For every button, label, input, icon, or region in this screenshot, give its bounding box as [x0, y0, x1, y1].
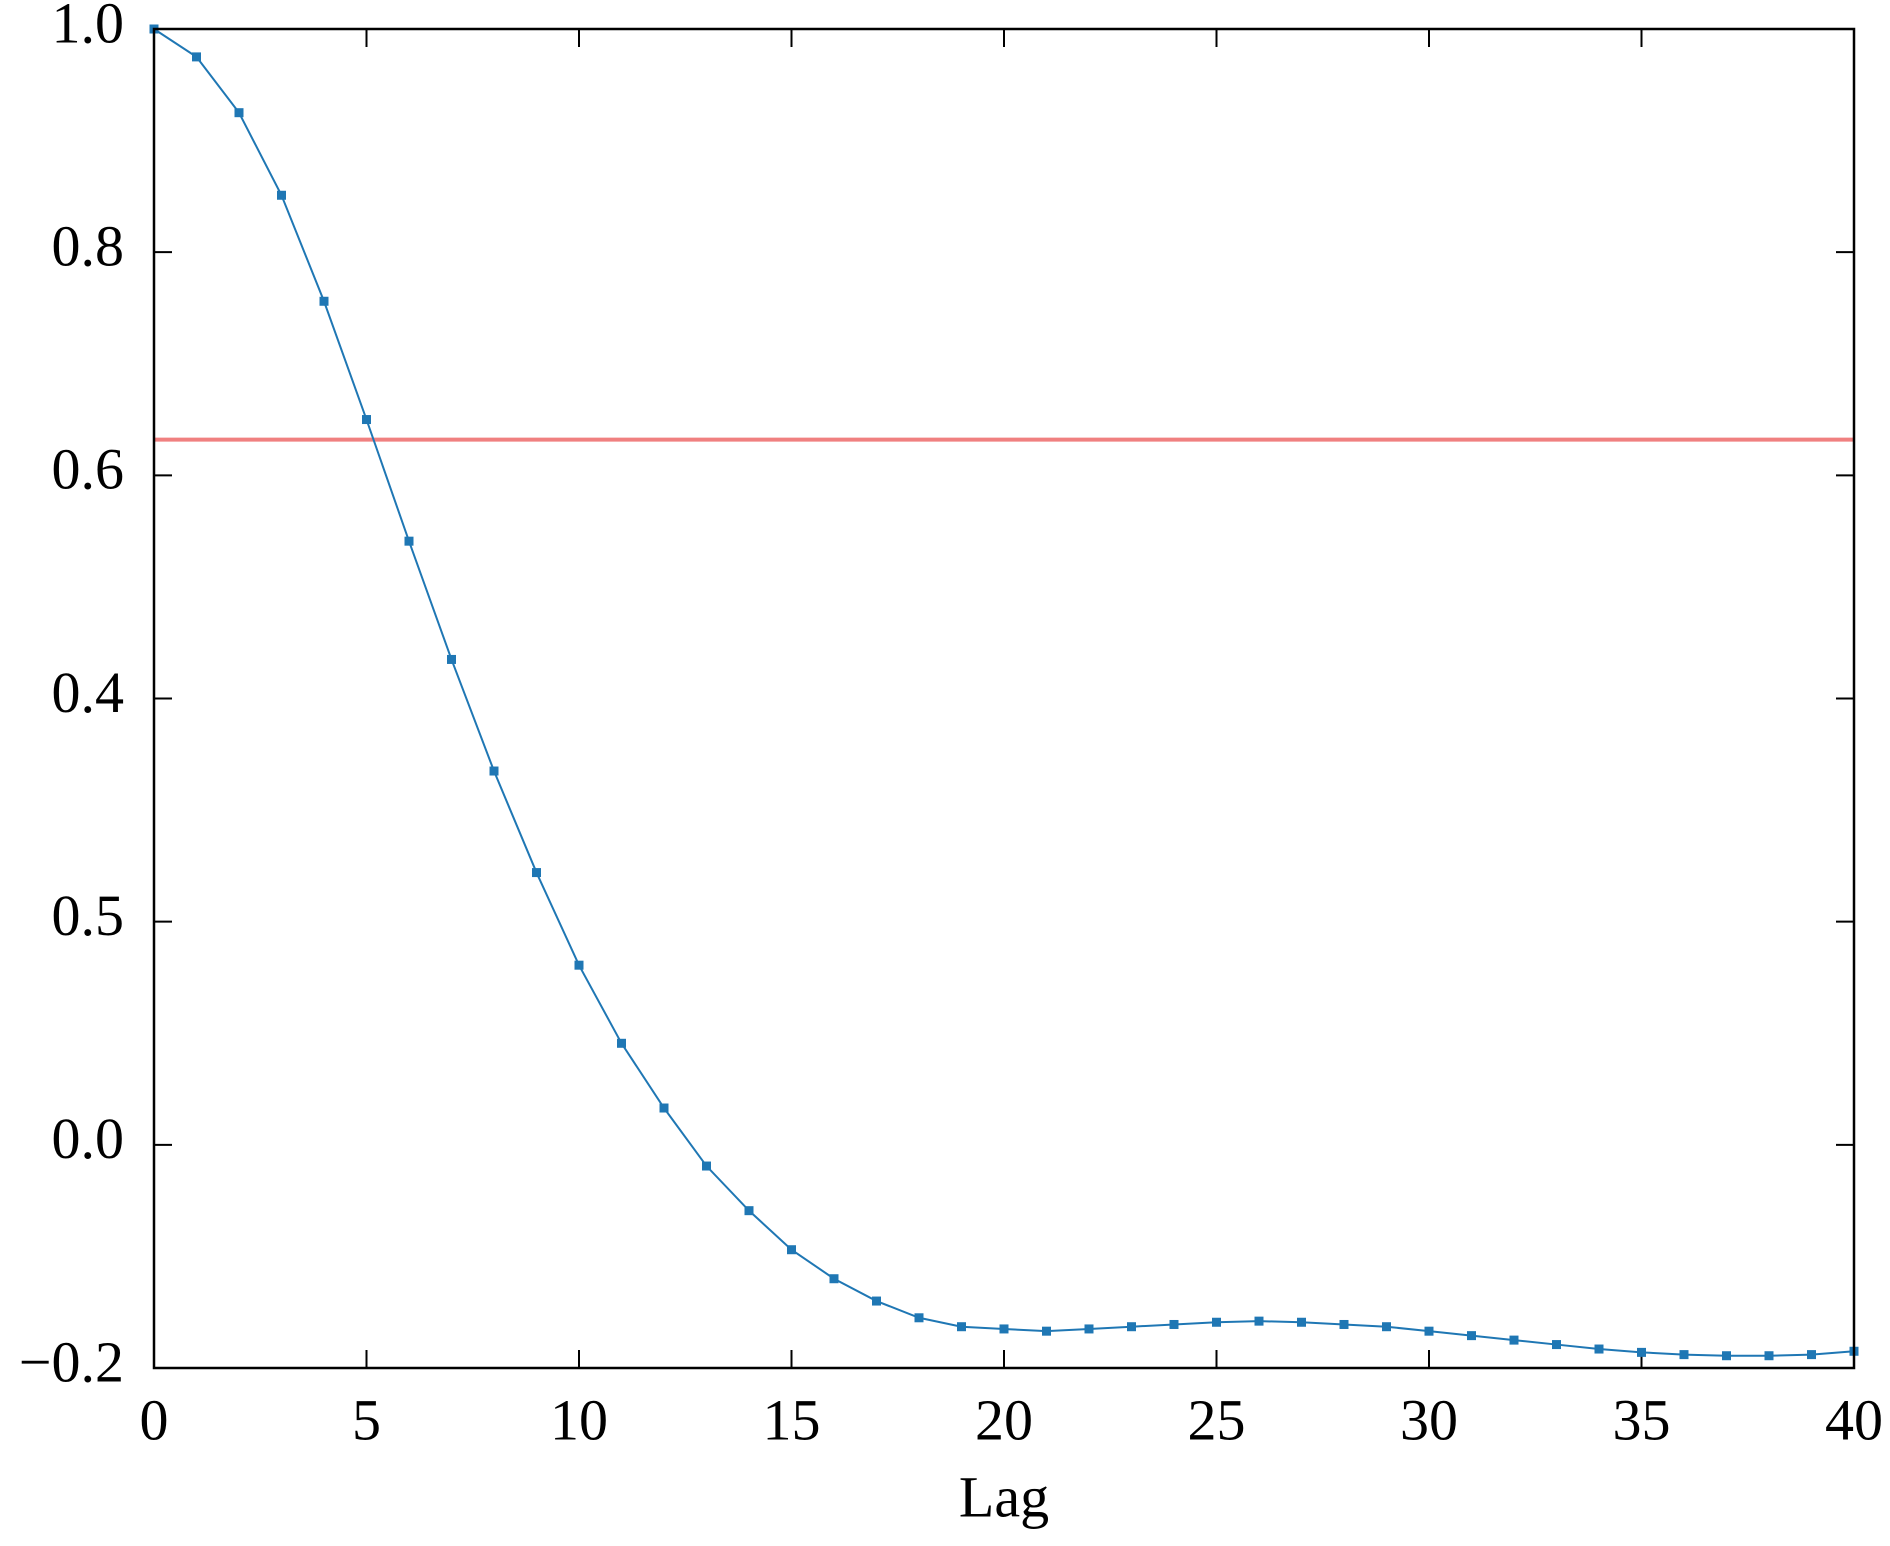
y-tick-label: 0.0 [52, 1106, 125, 1171]
point [1637, 1347, 1646, 1357]
point [999, 1324, 1009, 1334]
x-tick-label: 5 [352, 1387, 381, 1452]
y-tick-label: 0.6 [52, 437, 125, 502]
point [1467, 1331, 1476, 1341]
x-tick-label: 10 [550, 1387, 608, 1452]
point [1552, 1340, 1561, 1350]
point [659, 1103, 669, 1113]
point [1722, 1351, 1731, 1361]
x-tick-label: 15 [763, 1387, 821, 1452]
y-tick-label: 0.8 [52, 213, 125, 278]
point [787, 1245, 796, 1255]
point [1254, 1316, 1264, 1326]
point [489, 766, 499, 776]
point [1042, 1326, 1051, 1336]
point [1764, 1351, 1774, 1361]
point [914, 1313, 924, 1323]
x-tick-label: 0 [140, 1387, 169, 1452]
point [872, 1296, 881, 1306]
x-tick-label: 35 [1613, 1387, 1671, 1452]
point [319, 296, 329, 306]
x-tick-label: 25 [1188, 1387, 1246, 1452]
point [1679, 1350, 1689, 1360]
point [1594, 1344, 1604, 1354]
point [1212, 1317, 1221, 1327]
x-tick-label: 30 [1400, 1387, 1458, 1452]
point [702, 1161, 711, 1171]
y-tick-label: 0.5 [52, 883, 125, 948]
point [1169, 1319, 1179, 1329]
point [1509, 1335, 1519, 1345]
point [1297, 1317, 1306, 1327]
point [744, 1206, 754, 1216]
y-tick-label: −0.2 [19, 1329, 124, 1394]
point [277, 190, 286, 200]
point [829, 1274, 839, 1284]
point [574, 960, 584, 970]
point [617, 1038, 626, 1048]
point [532, 868, 541, 878]
point [1807, 1350, 1816, 1360]
x-axis-label: Lag [959, 1464, 1049, 1529]
x-tick-label: 40 [1825, 1387, 1883, 1452]
point [1084, 1324, 1094, 1334]
point [234, 108, 244, 118]
plot-frame [152, 27, 1856, 1370]
point [192, 52, 201, 62]
y-tick-label: 1.0 [52, 0, 125, 55]
x-tick-label: 20 [975, 1387, 1033, 1452]
point [1424, 1326, 1434, 1336]
point [1382, 1322, 1391, 1332]
point [957, 1322, 966, 1332]
point [362, 415, 371, 425]
point [1339, 1319, 1349, 1329]
series-line [153, 28, 1855, 1357]
point [404, 536, 414, 546]
y-tick-label: 0.4 [52, 660, 125, 725]
point [1127, 1322, 1136, 1332]
point [447, 654, 456, 664]
